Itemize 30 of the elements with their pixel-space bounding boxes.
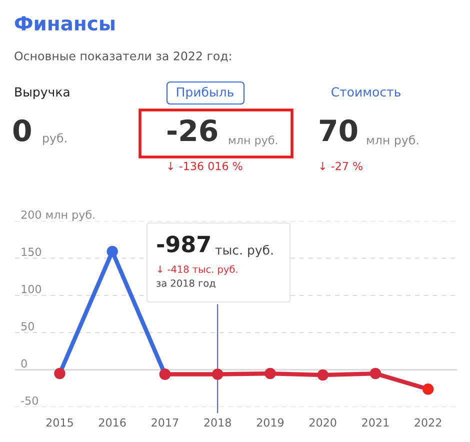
x-tick-label: 2019 [256,418,284,427]
text: млн руб. [229,136,278,146]
x-tick-label: 2015 [46,418,73,427]
x-tick-label: 2017 [152,418,178,427]
text: 70 [320,119,358,142]
chart-title: Финансы [14,16,114,31]
annotation: ↓ -418 тыс. руб. [158,265,238,275]
x-tick-label: 2021 [362,418,389,427]
y-tick-label: 100 [22,284,42,294]
annotation: тыс. руб. [215,244,273,258]
text: Выручка [15,87,70,100]
x-tick-label: 2022 [414,418,442,427]
x-tick-label: 2020 [309,418,336,427]
y-tick-label: 200 млн руб. [21,210,94,221]
y-tick-label: 50 [21,322,34,330]
text: -26 [168,119,218,142]
x-tick-label: 2018 [204,418,231,427]
y-tick-label: 150 [22,248,42,256]
x-tick-label: 2016 [99,418,126,427]
text: руб. [43,133,66,145]
y-tick-label: -50 [21,396,38,405]
text: млн руб. [367,135,418,147]
text: Прибыль [177,86,234,100]
text: ↓ -27 % [320,162,362,170]
text: ↓ -136 016 % [168,162,242,170]
annotation: за 2018 год [156,279,216,288]
y-tick-label: 0 [21,359,27,368]
text: Стоимость [332,87,400,97]
chart-subtitle: Основные показатели за 2022 год: [14,51,231,62]
annotation: -987 [157,236,210,252]
